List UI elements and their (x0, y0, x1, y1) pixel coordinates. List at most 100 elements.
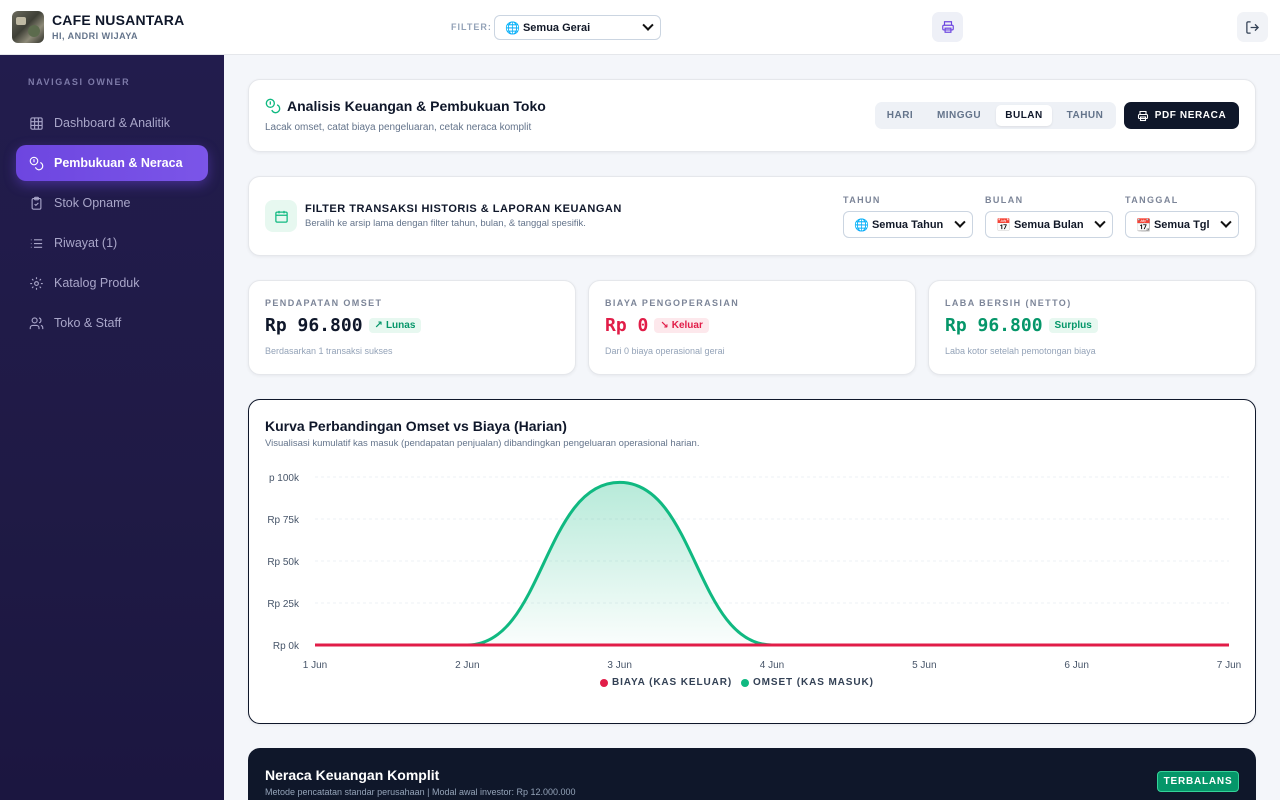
cafe-name: CAFE NUSANTARA (52, 12, 185, 28)
revenue-badge: ↗ Lunas (368, 318, 422, 333)
top-bar: CAFE NUSANTARA HI, ANDRI WIJAYA FILTER: … (0, 0, 1280, 55)
sidebar-item-label: Toko & Staff (54, 316, 122, 330)
sidebar-item-stock[interactable]: Stok Opname (16, 185, 208, 221)
year-filter-value: Semua Tahun (871, 218, 944, 231)
month-filter-select[interactable]: 📅 Semua Bulan (985, 211, 1113, 238)
printer-icon (941, 21, 954, 33)
month-filter-value: Semua Bulan (1013, 218, 1084, 231)
balance-status-badge: TERBALANS (1157, 771, 1239, 792)
profit-note: Laba kotor setelah pemotongan biaya (945, 346, 1096, 356)
page-title: Analisis Keuangan & Pembukuan Toko (287, 98, 546, 114)
y-tick-label: Rp 0k (273, 641, 300, 652)
globe-icon: 🌐 (505, 20, 520, 35)
revenue-label: PENDAPATAN OMSET (265, 298, 383, 308)
chart-legend-omset[interactable]: OMSET (KAS MASUK) (741, 677, 874, 688)
calendar-emoji-icon: 📅 (996, 217, 1011, 232)
sidebar-item-history[interactable]: Riwayat (1) (16, 225, 208, 261)
revenue-value: Rp 96.800 (265, 315, 363, 336)
printer-icon (1137, 110, 1148, 121)
x-tick-label: 2 Jun (455, 660, 479, 671)
profit-badge: Surplus (1048, 318, 1098, 333)
chevron-down-icon (1094, 216, 1106, 228)
filter-subtitle: Beralih ke arsip lama dengan filter tahu… (305, 218, 586, 229)
x-tick-label: 7 Jun (1217, 660, 1241, 671)
y-tick-label: Rp 25k (267, 599, 300, 610)
logout-button[interactable] (1237, 12, 1268, 42)
chevron-down-icon (642, 19, 654, 31)
revenue-value-row: Rp 96.800 ↗ Lunas (265, 315, 422, 336)
sidebar-item-catalog[interactable]: Katalog Produk (16, 265, 208, 301)
date-filter-value: Semua Tgl (1153, 218, 1210, 231)
date-filter-select[interactable]: 📆 Semua Tgl (1125, 211, 1239, 238)
expense-badge: ↘ Keluar (654, 318, 709, 333)
omset-biaya-chart: Rp 0k Rp 25k Rp 50k Rp 75k p 100k 1 Jun 2 Jun… (267, 473, 1241, 671)
x-tick-label: 5 Jun (912, 660, 936, 671)
chart-legend-biaya[interactable]: BIAYA (KAS KELUAR) (600, 677, 732, 688)
sidebar-item-label: Dashboard & Analitik (54, 116, 171, 130)
x-tick-label: 4 Jun (760, 660, 784, 671)
list-icon (28, 235, 44, 251)
year-filter-select[interactable]: 🌐 Semua Tahun (843, 211, 973, 238)
profit-label: LABA BERSIH (NETTO) (945, 298, 1072, 308)
omset-area-fill (315, 482, 1229, 645)
y-tick-label: p 100k (269, 473, 300, 484)
y-tick-label: Rp 50k (267, 557, 300, 568)
x-tick-label: 3 Jun (607, 660, 631, 671)
x-tick-label: 6 Jun (1064, 660, 1088, 671)
pdf-button-label: PDF NERACA (1154, 110, 1227, 121)
sidebar: NAVIGASI OWNER Dashboard & Analitik Pemb… (0, 55, 224, 800)
chevron-down-icon (1220, 216, 1232, 228)
outlet-filter-select[interactable]: 🌐 Semua Gerai (494, 15, 661, 40)
calendar-emoji-icon: 📆 (1136, 217, 1151, 232)
x-tick-label: 1 Jun (303, 660, 327, 671)
period-month-tab[interactable]: BULAN (996, 105, 1052, 126)
nav-section-title: NAVIGASI OWNER (28, 77, 131, 87)
grid-icon (28, 115, 44, 131)
sidebar-item-bookkeeping[interactable]: Pembukuan & Neraca (16, 145, 208, 181)
profit-value: Rp 96.800 (945, 315, 1043, 336)
greeting: HI, ANDRI WIJAYA (52, 31, 139, 41)
date-filter-label: TANGGAL (1125, 195, 1179, 205)
expense-value: Rp 0 (605, 315, 649, 336)
print-button[interactable] (932, 12, 963, 42)
outlet-filter-value: Semua Gerai (522, 21, 591, 34)
globe-icon: 🌐 (854, 217, 869, 232)
cafe-logo (12, 11, 44, 43)
filter-title: FILTER TRANSAKSI HISTORIS & LAPORAN KEUA… (305, 203, 622, 215)
page-subtitle: Lacak omset, catat biaya pengeluaran, ce… (265, 122, 532, 133)
clipboard-icon (28, 195, 44, 211)
calendar-icon (265, 200, 297, 232)
profit-value-row: Rp 96.800 Surplus (945, 315, 1098, 336)
expense-badge-label: Keluar (671, 320, 703, 331)
expense-card (588, 280, 916, 375)
chart-subtitle: Visualisasi kumulatif kas masuk (pendapa… (265, 438, 700, 449)
legend-dot-biaya (600, 678, 608, 687)
sidebar-item-dashboard[interactable]: Dashboard & Analitik (16, 105, 208, 141)
sidebar-item-label: Katalog Produk (54, 276, 140, 290)
period-toggle: HARI MINGGU BULAN TAHUN (875, 102, 1116, 129)
revenue-badge-label: Lunas (385, 320, 416, 331)
period-day-tab[interactable]: HARI (886, 110, 914, 121)
period-year-tab[interactable]: TAHUN (1066, 110, 1104, 121)
chevron-down-icon (954, 216, 966, 228)
balance-title: Neraca Keuangan Komplit (265, 767, 440, 783)
coins-icon (28, 155, 44, 171)
users-icon (28, 315, 44, 331)
sidebar-item-label: Pembukuan & Neraca (54, 156, 183, 170)
arrow-up-right-icon: ↗ (374, 320, 383, 331)
sidebar-item-label: Stok Opname (54, 196, 131, 210)
sidebar-item-staff[interactable]: Toko & Staff (16, 305, 208, 341)
period-week-tab[interactable]: MINGGU (936, 110, 982, 121)
sidebar-item-label: Riwayat (1) (54, 236, 118, 250)
pdf-neraca-button[interactable]: PDF NERACA (1124, 102, 1239, 129)
filter-label: FILTER: (451, 22, 492, 32)
expense-label: BIAYA PENGOPERASIAN (605, 298, 740, 308)
omset-series-line (314, 480, 1229, 647)
chart-title: Kurva Perbandingan Omset vs Biaya (Haria… (265, 418, 567, 434)
balance-subtitle: Metode pencatatan standar perusahaan | M… (265, 787, 576, 797)
month-filter-label: BULAN (985, 195, 1024, 205)
legend-label-omset: OMSET (KAS MASUK) (753, 677, 874, 688)
chart-card (248, 399, 1256, 724)
legend-label-biaya: BIAYA (KAS KELUAR) (612, 677, 733, 688)
gear-icon (28, 275, 44, 291)
